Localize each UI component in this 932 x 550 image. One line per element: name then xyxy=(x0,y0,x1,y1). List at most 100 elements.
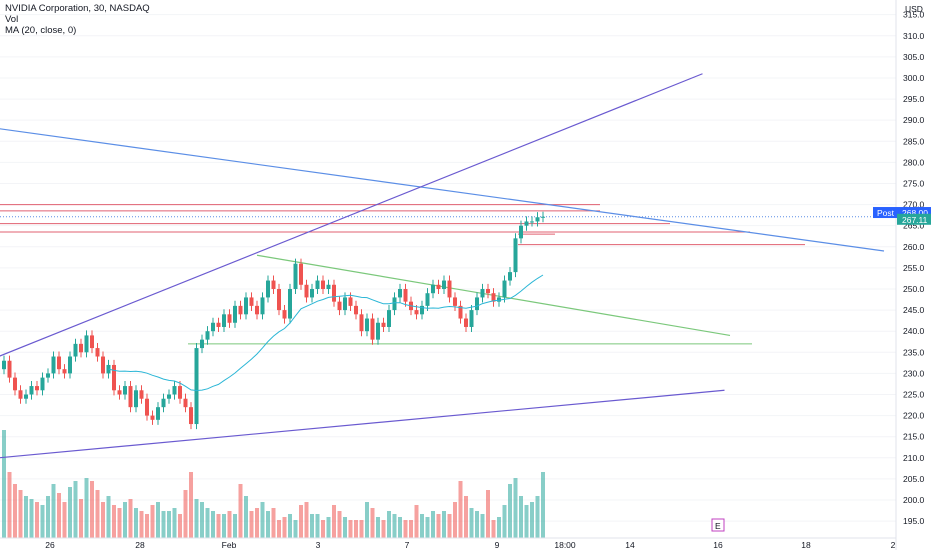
x-tick-label: Feb xyxy=(222,540,237,550)
volume-bar xyxy=(392,514,397,538)
volume-bar xyxy=(156,502,160,538)
candle-body xyxy=(35,386,39,391)
candle-body xyxy=(359,314,364,332)
volume-bar xyxy=(84,478,89,538)
volume-bar xyxy=(139,511,144,538)
candle-body xyxy=(29,386,34,395)
volume-bar xyxy=(431,511,435,538)
volume-bar xyxy=(497,517,501,538)
volume-bar xyxy=(337,511,342,538)
volume-bar xyxy=(200,502,204,538)
y-tick-label: 245.0 xyxy=(903,305,925,315)
candle-body xyxy=(431,284,435,294)
ma-line xyxy=(108,274,544,392)
candle-body xyxy=(84,335,89,353)
y-tick-label: 300.0 xyxy=(903,73,925,83)
post-label: Post xyxy=(877,208,895,218)
volume-bar xyxy=(480,514,485,538)
candle-body xyxy=(167,394,171,399)
volume-bar xyxy=(40,505,45,538)
volume-bar xyxy=(271,508,276,538)
volume-bar xyxy=(68,487,72,538)
candle-body xyxy=(387,310,391,327)
volume-bar xyxy=(106,496,111,538)
candle-body xyxy=(62,369,67,374)
volume-bar xyxy=(348,520,353,538)
candle-body xyxy=(211,322,215,332)
volume-bar xyxy=(442,511,446,538)
y-tick-label: 295.0 xyxy=(903,94,925,104)
candle-body xyxy=(398,288,402,298)
candle-body xyxy=(139,390,144,399)
candle-body xyxy=(40,377,45,391)
volume-bar xyxy=(13,484,17,538)
volume-bar xyxy=(255,508,259,538)
volume-bar xyxy=(172,508,177,538)
symbol-title[interactable]: NVIDIA Corporation, 30, NASDAQ xyxy=(5,3,150,14)
candle-body xyxy=(150,415,155,420)
volume-bar xyxy=(249,511,254,538)
candle-body xyxy=(145,398,149,416)
volume-bar xyxy=(189,472,193,538)
volume-bar xyxy=(35,502,39,538)
y-tick-label: 290.0 xyxy=(903,115,925,125)
volume-bar xyxy=(381,520,386,538)
volume-bar xyxy=(128,499,133,538)
candle-body xyxy=(277,288,281,311)
y-tick-label: 260.0 xyxy=(903,242,925,252)
candle-body xyxy=(244,297,248,315)
volume-bar xyxy=(2,430,6,538)
volume-bar xyxy=(260,502,265,538)
candle-body xyxy=(172,386,177,395)
volume-bar xyxy=(321,520,325,538)
volume-bar xyxy=(90,481,94,538)
candle-body xyxy=(238,305,243,315)
volume-bar xyxy=(117,508,122,538)
candle-body xyxy=(420,305,424,315)
volume-bar xyxy=(343,517,347,538)
volume-bar xyxy=(134,508,138,538)
y-tick-label: 220.0 xyxy=(903,411,925,421)
candle-body xyxy=(7,360,12,378)
candle-body xyxy=(310,288,314,298)
volume-bar xyxy=(524,505,529,538)
legend: NVIDIA Corporation, 30, NASDAQ Vol MA (2… xyxy=(5,3,150,36)
volume-bar xyxy=(370,508,375,538)
volume-bar xyxy=(79,499,83,538)
candle-body xyxy=(381,322,386,327)
post-price-value: 268.00 xyxy=(902,208,928,218)
candle-body xyxy=(271,280,276,289)
currency-label: USD xyxy=(905,4,923,14)
candle-body xyxy=(535,217,540,222)
volume-bar xyxy=(354,520,358,538)
volume-bar xyxy=(112,505,116,538)
candle-body xyxy=(519,225,523,239)
last-price-badge xyxy=(897,213,931,225)
ma-legend[interactable]: MA (20, close, 0) xyxy=(5,25,77,36)
volume-bar xyxy=(95,490,100,538)
trend-line xyxy=(0,128,885,252)
volume-bar xyxy=(29,499,34,538)
volume-bar xyxy=(178,514,182,538)
candle-body xyxy=(442,280,446,289)
y-tick-label: 265.0 xyxy=(903,221,925,231)
candle-body xyxy=(227,314,232,323)
y-tick-label: 215.0 xyxy=(903,432,925,442)
moving-average xyxy=(108,274,544,392)
volume-bar xyxy=(398,517,402,538)
candle-body xyxy=(2,360,6,370)
y-tick-label: 225.0 xyxy=(903,390,925,400)
volume-legend[interactable]: Vol xyxy=(5,14,19,25)
volume-bar xyxy=(436,514,441,538)
candle-body xyxy=(266,280,270,298)
volume-bar xyxy=(277,520,281,538)
y-tick-label: 200.0 xyxy=(903,495,925,505)
volume-bar xyxy=(46,496,50,538)
candle-body xyxy=(46,373,50,378)
earnings-marker xyxy=(711,518,725,532)
volume-bar xyxy=(161,511,166,538)
candle-body xyxy=(464,318,468,327)
volume-bar xyxy=(299,505,303,538)
candle-body xyxy=(530,221,534,223)
